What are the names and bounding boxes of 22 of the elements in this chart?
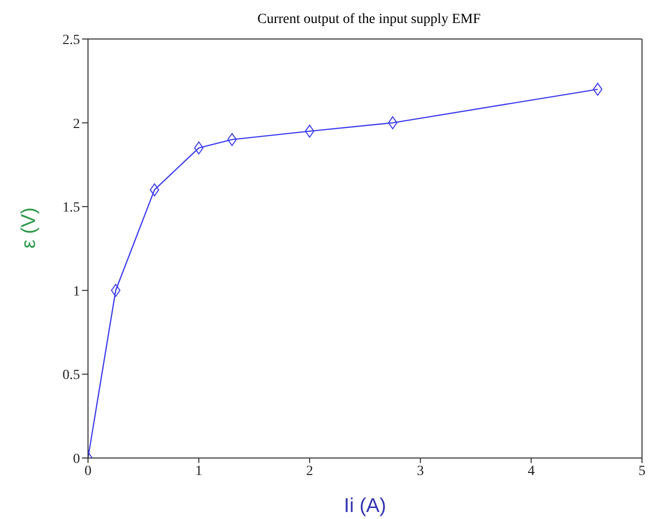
y-tick-label: 2.5 bbox=[62, 32, 80, 48]
x-tick-label: 2 bbox=[306, 464, 314, 479]
point bbox=[111, 284, 120, 297]
y-tick-label: 0 bbox=[73, 452, 80, 467]
y-tick-label: 1 bbox=[73, 284, 80, 300]
point bbox=[227, 133, 237, 146]
chart-title: Current output of the input supply EMF bbox=[256, 12, 482, 28]
y-tick-label: 0.5 bbox=[62, 368, 80, 384]
point bbox=[194, 141, 204, 154]
x-tick-label: 0 bbox=[84, 464, 92, 479]
x-tick-label: 1 bbox=[195, 464, 202, 479]
x-tick-label: 5 bbox=[638, 464, 646, 479]
y-axis-title: ε (V) bbox=[18, 207, 40, 248]
point bbox=[388, 116, 398, 130]
point bbox=[592, 82, 602, 96]
x-tick-label: 3 bbox=[416, 464, 424, 479]
y-tick-label: 2 bbox=[73, 116, 80, 132]
x-tick-label: 4 bbox=[528, 464, 535, 479]
x-axis-title: Ii (A) bbox=[344, 495, 386, 517]
point bbox=[304, 124, 314, 138]
point bbox=[150, 183, 160, 196]
y-tick-label: 1.5 bbox=[62, 200, 80, 216]
